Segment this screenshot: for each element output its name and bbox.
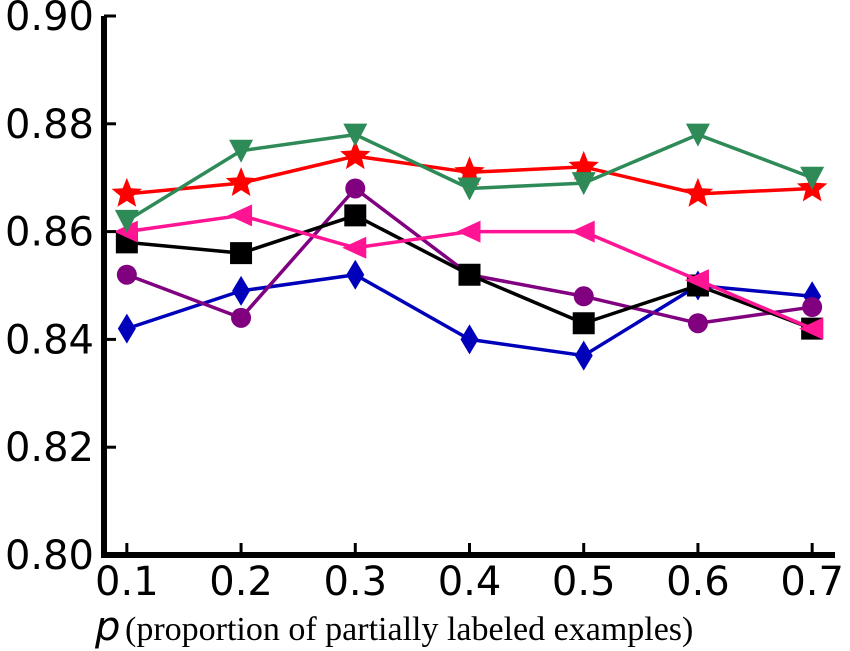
x-tick-label: 0.1 bbox=[95, 559, 159, 605]
series-4 bbox=[113, 204, 824, 340]
x-axis-label-variable: p bbox=[94, 604, 120, 650]
series-2 bbox=[116, 178, 823, 334]
data-point bbox=[802, 297, 823, 318]
data-point bbox=[568, 150, 599, 180]
data-point bbox=[345, 178, 366, 199]
y-tick-label: 0.86 bbox=[5, 210, 94, 256]
series-line bbox=[126, 186, 813, 325]
x-tick-label: 0.5 bbox=[552, 559, 616, 605]
x-axis-label: (proportion of partially labeled example… bbox=[125, 611, 693, 648]
data-point bbox=[573, 286, 594, 307]
data-point bbox=[800, 166, 825, 190]
y-tick-label: 0.88 bbox=[5, 102, 94, 148]
data-point bbox=[342, 236, 367, 259]
data-point bbox=[225, 167, 257, 196]
data-point bbox=[340, 140, 371, 170]
y-tick-label: 0.84 bbox=[5, 317, 94, 363]
data-point bbox=[231, 307, 252, 328]
data-point bbox=[117, 313, 136, 344]
data-point bbox=[113, 220, 138, 243]
data-point bbox=[343, 123, 368, 147]
x-tick-label: 0.3 bbox=[323, 559, 387, 605]
data-point bbox=[456, 220, 481, 243]
data-point bbox=[344, 204, 367, 227]
series-6 bbox=[114, 123, 825, 233]
data-point bbox=[454, 156, 485, 186]
data-point bbox=[574, 340, 593, 371]
data-point bbox=[572, 312, 595, 335]
series-layer bbox=[111, 123, 828, 371]
x-tick-label: 0.4 bbox=[438, 559, 502, 605]
x-tick-label: 0.6 bbox=[666, 559, 730, 605]
data-point bbox=[684, 269, 709, 292]
axes-layer: 0.80 0.82 0.84 0.86 0.88 0.90 0.1 0.2 0.3 0.4 0.5 0… bbox=[5, 0, 844, 605]
data-point bbox=[346, 259, 365, 290]
data-point bbox=[458, 263, 481, 286]
data-point bbox=[114, 209, 139, 233]
data-point bbox=[229, 139, 254, 163]
y-tick-label: 0.82 bbox=[5, 425, 94, 471]
data-point bbox=[457, 177, 482, 201]
data-point bbox=[116, 264, 137, 285]
data-point bbox=[685, 123, 710, 147]
data-point bbox=[799, 317, 824, 340]
data-point bbox=[232, 275, 251, 306]
y-tick-label: 0.80 bbox=[5, 533, 94, 579]
x-tick-label: 0.7 bbox=[780, 559, 844, 605]
y-tick-label: 0.90 bbox=[5, 0, 94, 40]
data-point bbox=[230, 242, 253, 265]
data-point bbox=[111, 177, 143, 207]
data-point bbox=[570, 220, 595, 243]
x-tick-label: 0.2 bbox=[209, 559, 273, 605]
data-point bbox=[460, 324, 479, 355]
data-point bbox=[571, 172, 596, 196]
data-point bbox=[682, 177, 714, 207]
data-point bbox=[687, 313, 708, 334]
data-point bbox=[228, 204, 253, 227]
